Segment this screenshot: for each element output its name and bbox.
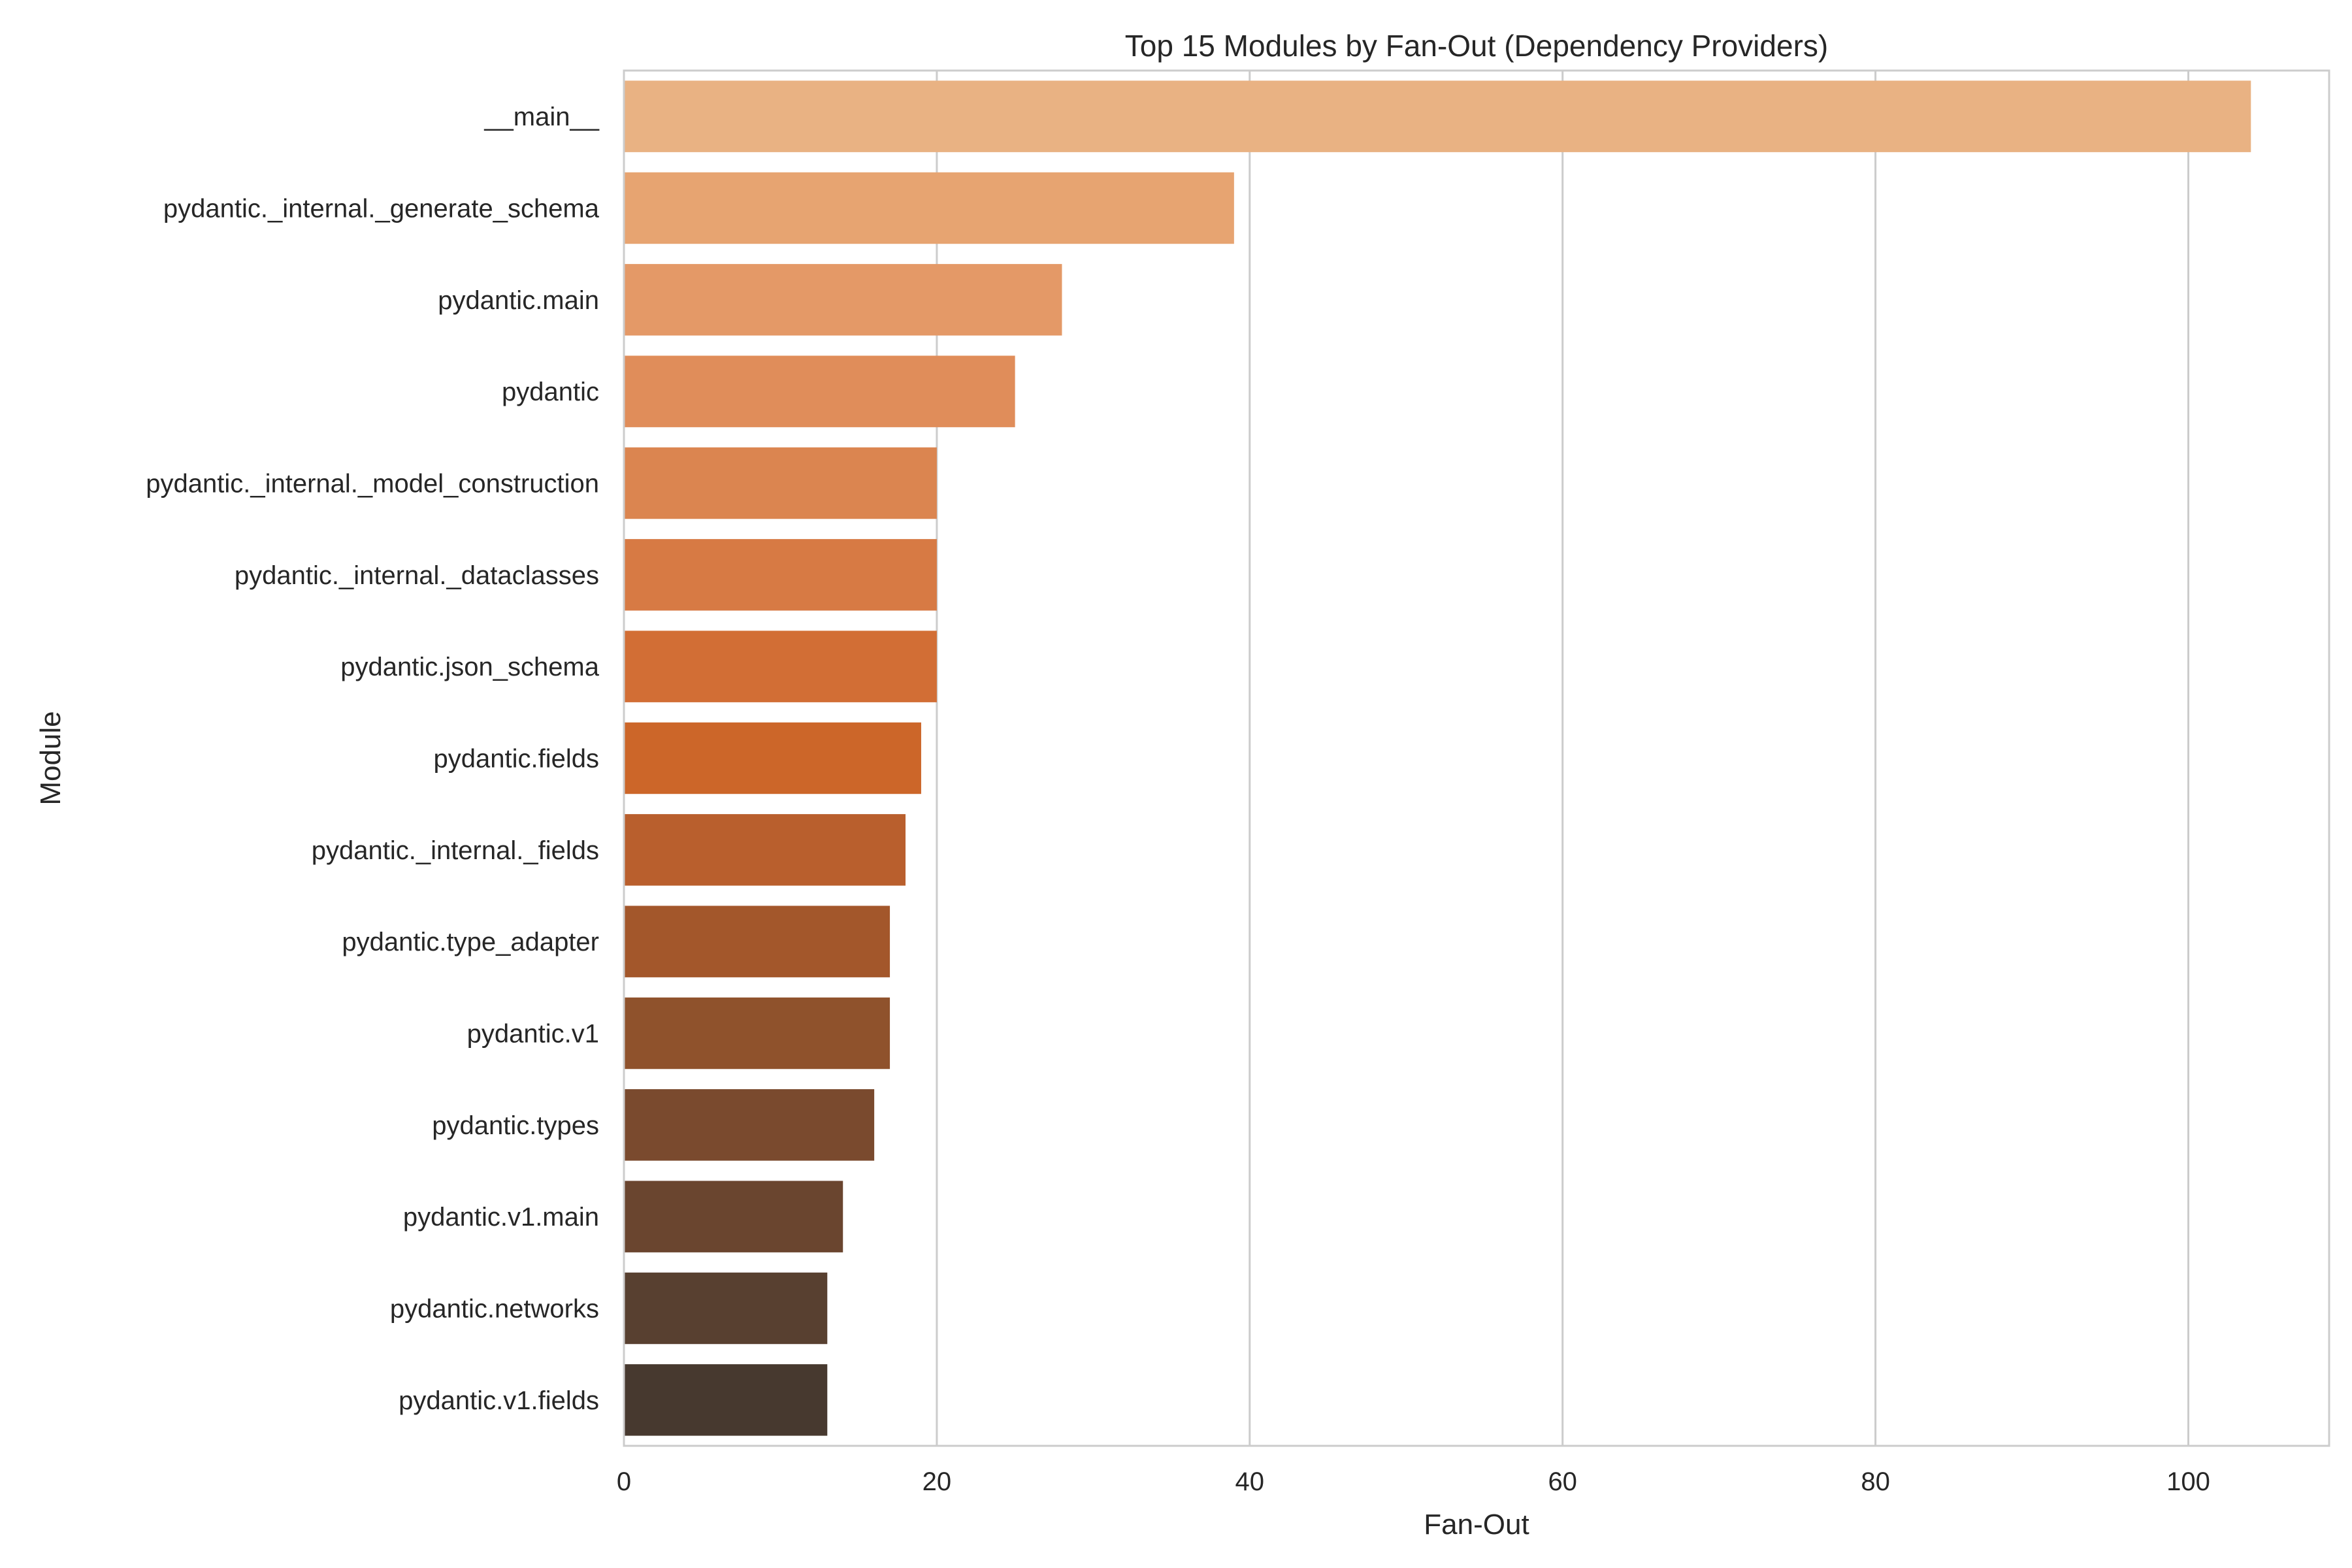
x-tick-label: 40 <box>1235 1467 1265 1496</box>
bar <box>624 1272 828 1345</box>
bar <box>624 355 1015 427</box>
y-category-label: pydantic.json_schema <box>340 653 600 681</box>
y-category-label: pydantic.networks <box>390 1295 599 1324</box>
y-category-label: pydantic <box>502 378 599 406</box>
x-tick-label: 60 <box>1548 1467 1577 1496</box>
x-tick-labels: 0 20 40 60 80 100 <box>617 1467 2210 1496</box>
y-category-label: pydantic._internal._fields <box>312 836 599 865</box>
y-axis-title: Module <box>35 711 67 805</box>
y-category-label: pydantic.fields <box>434 745 599 774</box>
x-tick-label: 20 <box>923 1467 952 1496</box>
bar <box>624 906 890 977</box>
bar <box>624 80 2251 152</box>
y-category-label: pydantic._internal._dataclasses <box>235 561 599 590</box>
y-category-label: pydantic.types <box>432 1111 599 1140</box>
bar <box>624 1364 828 1436</box>
y-category-label: pydantic._internal._model_construction <box>146 470 599 498</box>
plot-frame <box>623 69 2330 1447</box>
bar <box>624 814 906 886</box>
bar <box>624 630 937 702</box>
x-tick-label: 100 <box>2166 1467 2210 1496</box>
bars <box>624 80 2251 1436</box>
bar <box>624 722 921 794</box>
y-category-label: pydantic.v1 <box>467 1020 599 1049</box>
bar <box>624 447 937 519</box>
y-category-label: pydantic.type_adapter <box>342 928 599 956</box>
bar <box>624 539 937 611</box>
x-axis-title: Fan-Out <box>1424 1509 1529 1541</box>
bar <box>624 172 1234 244</box>
y-category-label: pydantic.v1.main <box>403 1203 599 1232</box>
y-category-label: __main__ <box>483 103 599 131</box>
y-category-label: pydantic._internal._generate_schema <box>163 195 600 223</box>
bar <box>624 997 890 1070</box>
y-category-labels: __main__ pydantic._internal._generate_sch… <box>146 103 600 1415</box>
bar <box>624 264 1062 336</box>
y-category-label: pydantic.main <box>438 286 599 315</box>
x-tick-label: 0 <box>617 1467 631 1496</box>
bar <box>624 1181 843 1252</box>
y-category-label: pydantic.v1.fields <box>399 1386 599 1415</box>
x-tick-label: 80 <box>1861 1467 1890 1496</box>
bar <box>624 1089 875 1161</box>
chart-title: Top 15 Modules by Fan-Out (Dependency Pr… <box>1125 29 1828 63</box>
